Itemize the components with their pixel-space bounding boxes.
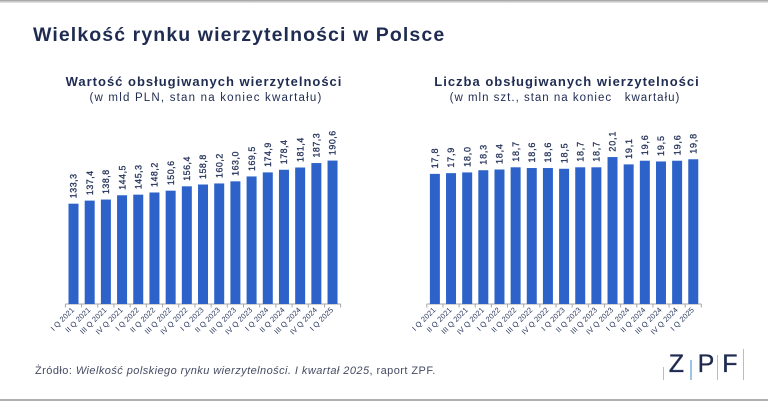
svg-text:19,1: 19,1 [624,138,634,159]
svg-text:19,6: 19,6 [672,135,682,156]
svg-text:144,5: 144,5 [117,165,127,190]
svg-text:169,5: 169,5 [247,146,257,171]
svg-text:190,6: 190,6 [328,130,338,155]
svg-text:18,6: 18,6 [543,142,553,163]
svg-text:174,9: 174,9 [263,142,273,167]
svg-text:18,6: 18,6 [527,142,537,163]
svg-text:18,4: 18,4 [495,143,505,164]
svg-text:17,9: 17,9 [446,147,456,168]
svg-text:145,3: 145,3 [133,164,143,189]
svg-text:19,8: 19,8 [688,133,698,154]
svg-text:17,8: 17,8 [430,148,440,169]
svg-text:19,6: 19,6 [640,135,650,156]
svg-text:160,2: 160,2 [214,153,224,178]
svg-text:18,7: 18,7 [575,141,585,162]
svg-text:181,4: 181,4 [295,137,305,162]
svg-text:178,4: 178,4 [279,139,289,164]
svg-text:158,8: 158,8 [198,154,208,179]
svg-text:18,3: 18,3 [479,144,489,165]
svg-text:18,7: 18,7 [511,141,521,162]
svg-text:133,3: 133,3 [69,173,79,198]
svg-text:156,4: 156,4 [182,156,192,181]
svg-text:148,2: 148,2 [150,162,160,187]
svg-text:187,3: 187,3 [312,133,322,158]
svg-text:150,6: 150,6 [166,160,176,185]
svg-text:19,5: 19,5 [656,135,666,156]
svg-text:138,8: 138,8 [101,169,111,194]
svg-text:137,4: 137,4 [85,170,95,195]
svg-text:18,5: 18,5 [559,143,569,164]
svg-text:20,1: 20,1 [608,131,618,152]
svg-text:18,0: 18,0 [462,146,472,167]
svg-text:163,0: 163,0 [231,151,241,176]
svg-text:18,7: 18,7 [592,141,602,162]
